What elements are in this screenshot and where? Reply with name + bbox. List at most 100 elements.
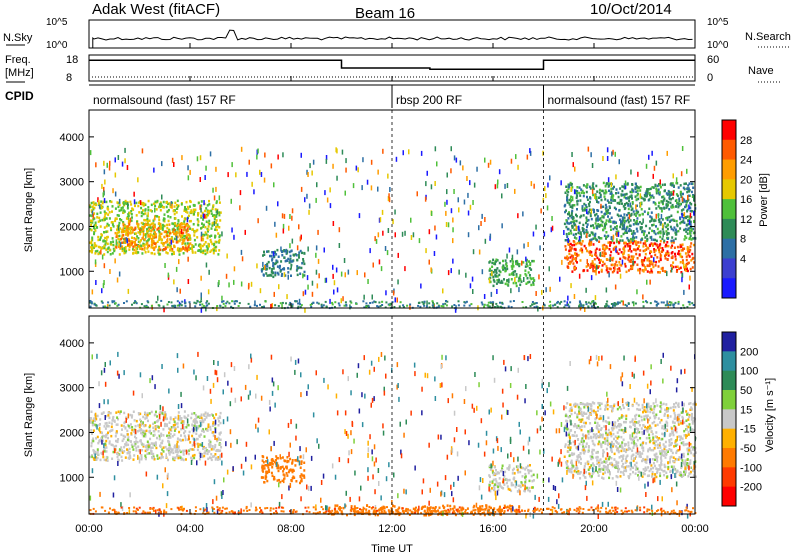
data-point	[145, 429, 148, 433]
data-point	[629, 190, 632, 194]
data-point	[610, 192, 613, 196]
noise-point	[114, 258, 116, 264]
data-point	[592, 208, 595, 211]
data-point	[654, 249, 657, 252]
data-point	[123, 230, 126, 233]
data-point	[646, 192, 649, 195]
freq-panel: Freq. [MHz] 18 8 60 0 Nave	[5, 54, 782, 84]
noise-point	[526, 154, 529, 160]
data-point	[118, 243, 121, 246]
data-point	[690, 182, 693, 185]
data-point	[147, 199, 150, 203]
data-point	[573, 204, 576, 207]
data-point	[675, 451, 678, 455]
data-point	[149, 235, 151, 238]
data-point	[117, 418, 119, 421]
data-point	[126, 438, 129, 442]
near-range-point	[422, 303, 425, 305]
data-point	[103, 215, 106, 219]
near-range-point	[480, 301, 483, 304]
near-range-point	[176, 300, 179, 303]
data-point	[139, 227, 142, 230]
noise-point	[118, 198, 121, 204]
data-point	[280, 260, 283, 263]
data-point	[677, 458, 680, 461]
noise-point	[253, 189, 255, 195]
data-point	[95, 437, 98, 440]
data-point	[188, 243, 191, 247]
data-point	[265, 267, 268, 271]
data-point	[219, 219, 222, 222]
noise-point	[126, 165, 129, 170]
noise-point	[247, 284, 250, 290]
data-point	[617, 191, 620, 195]
data-point	[603, 249, 606, 252]
data-point	[633, 463, 636, 467]
data-point	[191, 247, 193, 250]
near-range-point	[495, 302, 498, 305]
data-point	[191, 424, 194, 427]
data-point	[658, 206, 661, 210]
data-point	[177, 205, 179, 208]
noise-point	[97, 197, 99, 203]
data-point	[661, 218, 664, 221]
noise-point	[127, 202, 129, 208]
data-point	[613, 206, 616, 210]
data-point	[605, 231, 608, 234]
data-point	[628, 229, 630, 233]
data-point	[512, 270, 515, 274]
noise-point	[205, 165, 207, 171]
data-point	[590, 231, 593, 234]
noise-point	[585, 287, 587, 293]
noise-point	[250, 281, 253, 287]
data-point	[648, 231, 650, 235]
data-point	[155, 420, 158, 423]
data-point	[207, 242, 210, 246]
data-point	[575, 252, 578, 256]
data-point	[652, 461, 655, 465]
noise-point	[133, 191, 135, 197]
noise-point	[164, 263, 166, 268]
data-point	[617, 195, 620, 199]
noise-point	[392, 219, 394, 225]
data-point	[598, 459, 601, 462]
data-point	[579, 194, 582, 197]
near-range-point	[117, 303, 120, 306]
data-point	[187, 452, 190, 456]
data-point	[123, 450, 126, 453]
noise-point	[563, 230, 565, 235]
data-point	[266, 265, 269, 268]
data-point	[128, 239, 131, 243]
data-point	[162, 217, 165, 220]
data-point	[215, 437, 218, 441]
data-point	[665, 230, 668, 233]
data-point	[102, 455, 105, 459]
data-point	[656, 458, 659, 461]
nsky-right-tick-top: 10^5	[707, 17, 729, 28]
data-point	[581, 250, 584, 254]
data-point	[502, 268, 505, 271]
near-range-point	[436, 302, 439, 305]
data-point	[287, 470, 290, 474]
data-point	[174, 217, 177, 220]
near-range-point	[587, 301, 590, 304]
data-point	[215, 413, 218, 416]
data-point	[572, 233, 575, 236]
data-point	[130, 243, 133, 247]
data-point	[616, 475, 619, 479]
data-point	[633, 420, 636, 424]
data-point	[525, 282, 528, 285]
data-point	[159, 444, 161, 447]
data-point	[114, 217, 117, 221]
data-point	[207, 213, 209, 217]
data-point	[169, 241, 172, 245]
data-point	[293, 254, 295, 257]
data-point	[601, 189, 604, 193]
data-point	[524, 480, 527, 484]
data-point	[132, 248, 134, 251]
noise-point	[332, 221, 335, 226]
data-point	[120, 455, 123, 459]
noise-point	[689, 229, 691, 235]
data-point	[686, 442, 689, 446]
data-point	[117, 453, 120, 457]
